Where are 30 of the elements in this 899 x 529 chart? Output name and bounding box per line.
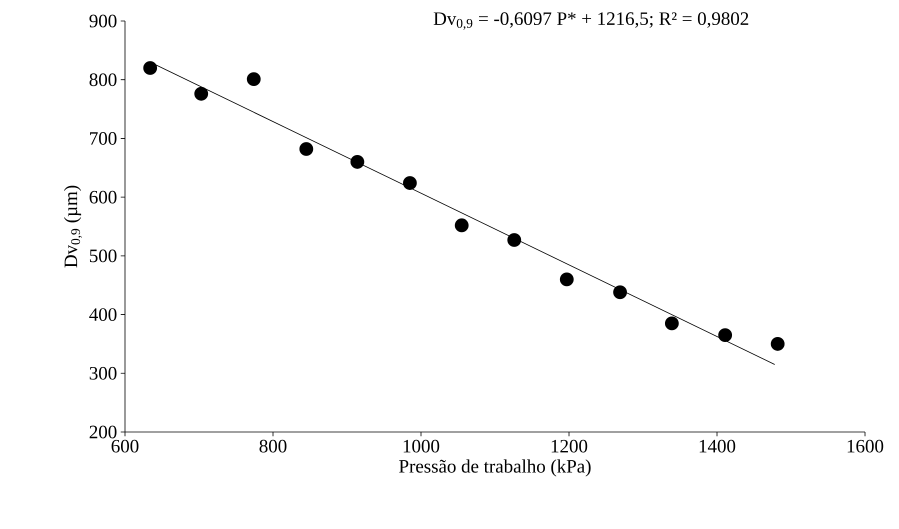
point [350, 155, 364, 169]
point [664, 316, 679, 330]
y-tick-label: 200 [90, 426, 116, 438]
x-tick-label: 1200 [552, 440, 588, 453]
point [560, 272, 574, 286]
point [143, 61, 158, 75]
y-axis-title: Dv$_{0,9}$ (µm) [64, 186, 82, 268]
annotation: Dv$_{0,9}$ = -0,6097 P* + 1216,5; R² = 0,9802 [434, 12, 748, 30]
point [403, 176, 417, 190]
y-tick-label: 700 [90, 132, 116, 145]
y-tick-label: 300 [90, 366, 116, 380]
y-tick-label: 900 [89, 14, 116, 28]
x-axis-title: Pressão de trabalho (kPa) [399, 459, 591, 477]
x-tick-label: 800 [260, 440, 286, 453]
point [246, 72, 261, 86]
x-tick-label: 1400 [700, 440, 736, 453]
y-tick-label: 500 [90, 249, 116, 262]
point [613, 285, 627, 300]
point [194, 86, 208, 101]
point [299, 142, 314, 156]
x-tick-label: 1000 [404, 440, 440, 453]
y-tick-label: 800 [90, 73, 116, 86]
y-tick-label: 400 [89, 308, 116, 321]
point [718, 328, 732, 342]
x-tick-label: 1600 [848, 440, 884, 453]
point [770, 337, 785, 351]
point [507, 233, 522, 247]
x-tick-label: 600 [112, 440, 138, 453]
point [454, 218, 469, 232]
y-tick-label: 600 [90, 190, 116, 204]
